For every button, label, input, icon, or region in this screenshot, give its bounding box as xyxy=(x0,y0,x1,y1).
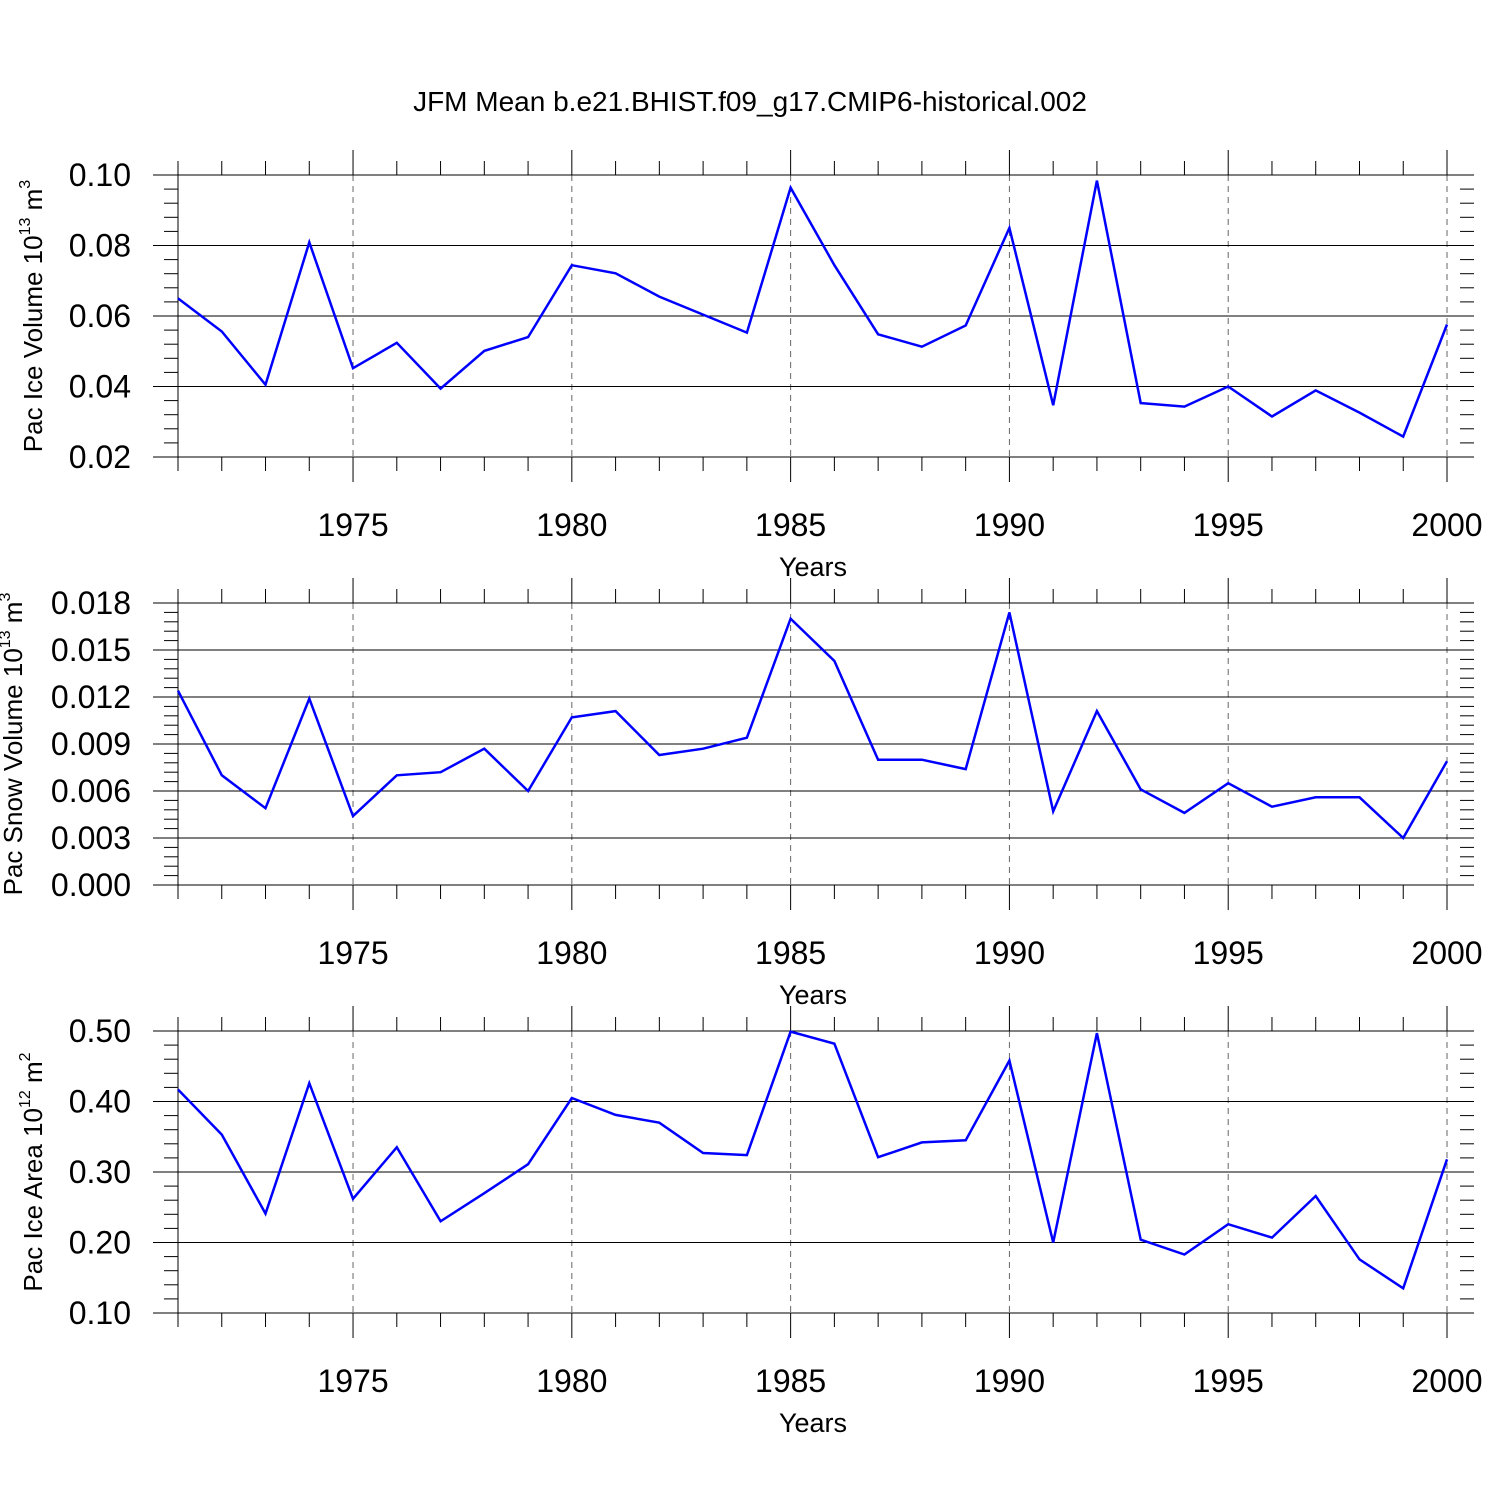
x-tick-label: 1995 xyxy=(1193,1363,1264,1399)
x-tick-label: 1980 xyxy=(536,935,607,971)
x-axis-label: Years xyxy=(779,1408,847,1438)
x-tick-label: 1990 xyxy=(974,1363,1045,1399)
x-tick-label: 1975 xyxy=(317,935,388,971)
y-tick-label: 0.02 xyxy=(69,439,131,475)
x-tick-label: 2000 xyxy=(1411,935,1482,971)
x-tick-label: 1975 xyxy=(317,507,388,543)
y-axis-label: Pac Snow Volume 1013 m3 xyxy=(0,593,28,896)
y-tick-label: 0.000 xyxy=(51,867,131,903)
y-tick-label: 0.10 xyxy=(69,157,131,193)
y-tick-label: 0.08 xyxy=(69,228,131,264)
panel-3: 0.10 0.20 0.30 0.40 0.50 1975 1980 1985 1990 1995… xyxy=(17,1006,1483,1438)
x-tick-label: 1980 xyxy=(536,507,607,543)
y-tick-label: 0.30 xyxy=(69,1154,131,1190)
y-tick-label: 0.006 xyxy=(51,773,131,809)
x-tick-label: 1975 xyxy=(317,1363,388,1399)
y-tick-label: 0.015 xyxy=(51,632,131,668)
series-line xyxy=(176,612,1449,840)
y-axis-label: Pac Ice Area 1012 m2 xyxy=(17,1052,48,1291)
y-tick-label: 0.003 xyxy=(51,820,131,856)
y-tick-label: 0.018 xyxy=(51,585,131,621)
x-axis-label: Years xyxy=(779,552,847,582)
x-tick-label: 1990 xyxy=(974,507,1045,543)
panel-2: 0.000 0.003 0.006 0.009 0.012 0.015 0.018 1975 1… xyxy=(0,578,1483,1010)
x-tick-label: 2000 xyxy=(1411,1363,1482,1399)
y-tick-label: 0.04 xyxy=(69,369,131,405)
x-tick-label: 1980 xyxy=(536,1363,607,1399)
series-line xyxy=(177,1030,1449,1291)
x-tick-label: 2000 xyxy=(1411,507,1482,543)
x-tick-label: 1985 xyxy=(755,507,826,543)
x-tick-label: 1995 xyxy=(1193,935,1264,971)
y-tick-label: 0.50 xyxy=(69,1013,131,1049)
y-tick-label: 0.012 xyxy=(51,679,131,715)
x-axis-label: Years xyxy=(779,980,847,1010)
y-tick-label: 0.10 xyxy=(69,1295,131,1331)
x-tick-label: 1995 xyxy=(1193,507,1264,543)
x-tick-label: 1985 xyxy=(755,1363,826,1399)
y-tick-label: 0.40 xyxy=(69,1084,131,1120)
panel-1: 0.02 0.04 0.06 0.08 0.10 1975 1980 1985 1990 1995… xyxy=(17,150,1483,582)
y-tick-label: 0.06 xyxy=(69,298,131,334)
y-tick-label: 0.009 xyxy=(51,726,131,762)
series-line xyxy=(177,180,1449,439)
y-tick-label: 0.20 xyxy=(69,1225,131,1261)
x-tick-label: 1990 xyxy=(974,935,1045,971)
x-tick-label: 1985 xyxy=(755,935,826,971)
y-axis-label: Pac Ice Volume 1013 m3 xyxy=(17,180,48,453)
chart-title: JFM Mean b.e21.BHIST.f09_g17.CMIP6-histo… xyxy=(413,86,1087,117)
